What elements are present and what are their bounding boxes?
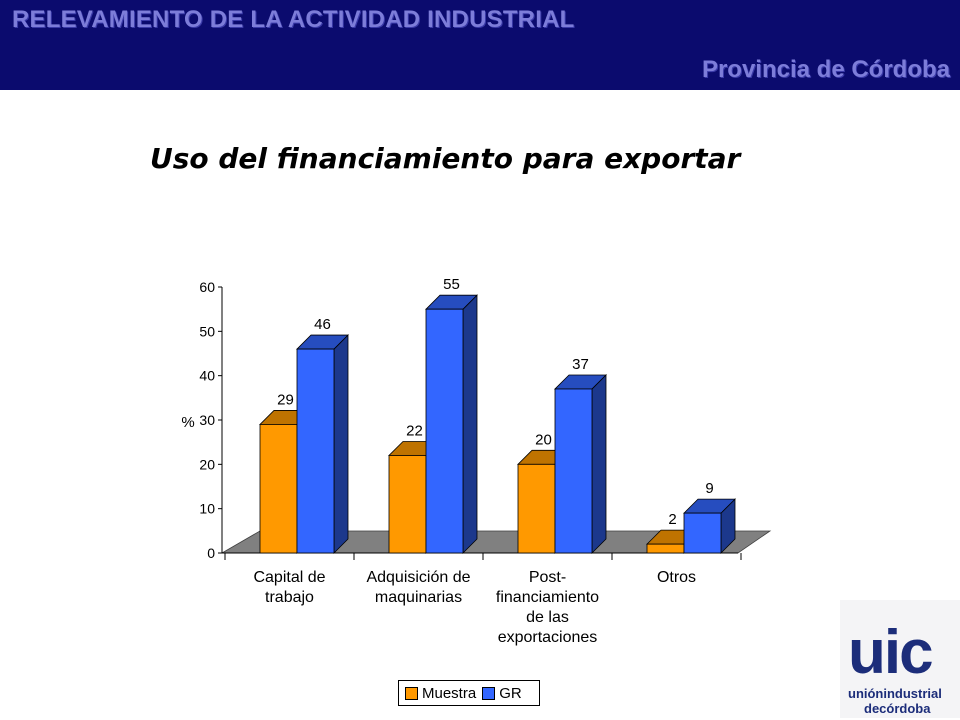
chart-legend: Muestra GR [398,680,540,706]
legend-item-gr: GR [482,685,522,702]
x-tick-label: Otros [657,569,696,586]
bar-side [591,374,607,554]
logo-text-line2: decórdoba [864,701,931,716]
header-banner: RELEVAMIENTO DE LA ACTIVIDAD INDUSTRIAL … [0,0,960,90]
y-tick-label: 60 [199,279,215,295]
y-tick-label: 20 [199,456,215,472]
legend-label-muestra: Muestra [422,684,477,702]
legend-item-muestra: Muestra [405,685,476,702]
x-tick-label: trabajo [265,589,314,606]
logo-mark: uic [848,618,934,687]
data-label: 9 [705,480,713,497]
x-tick-label: maquinarias [375,589,462,606]
legend-swatch-muestra [405,686,418,700]
y-tick-label: 10 [199,501,215,517]
y-tick-label: 40 [199,368,215,384]
bar-gr [425,308,464,554]
x-tick-label: Capital de [253,569,325,586]
x-tick-label: exportaciones [498,629,598,646]
y-tick-label: 50 [199,323,215,339]
x-tick-label: Post- [529,569,566,586]
y-axis-label: % [181,414,194,431]
data-label: 20 [535,431,552,448]
x-tick-label: Adquisición de [366,569,470,586]
y-tick-label: 0 [207,545,215,561]
data-label: 22 [406,422,423,439]
logo-text-line1: uniónindustrial [848,686,942,701]
data-label: 37 [572,356,589,373]
bar-gr [554,388,593,554]
header-subtitle: Provincia de Córdoba [701,56,950,83]
data-label: 55 [443,276,460,293]
header-title: RELEVAMIENTO DE LA ACTIVIDAD INDUSTRIAL [12,6,575,33]
bar-side [462,294,478,554]
data-label: 2 [668,511,676,528]
x-tick-label: de las [526,609,569,626]
legend-label-gr: GR [499,684,522,702]
bar-muestra [388,455,427,554]
bar-gr [683,512,722,554]
bar-muestra [259,424,298,554]
uic-logo: uic uniónindustrial decórdoba [840,600,960,718]
bar-gr [296,348,335,554]
x-tick-label: financiamiento [496,589,599,606]
bar-muestra [517,463,556,554]
legend-swatch-gr [482,686,496,700]
data-label: 29 [277,391,294,408]
data-label: 46 [314,316,331,333]
y-tick-label: 30 [199,412,215,428]
bar-muestra [646,543,685,554]
slide-title: Uso del financiamiento para exportar [150,142,741,175]
bar-side [333,334,349,554]
